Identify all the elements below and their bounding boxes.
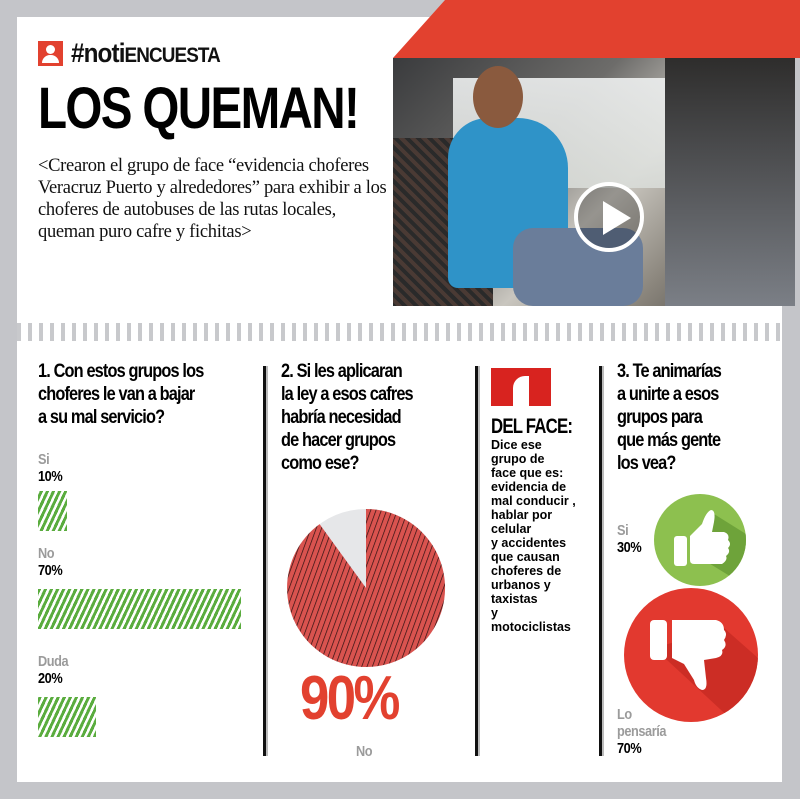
q1-line: a su mal servicio? xyxy=(38,407,165,428)
column-divider xyxy=(599,366,602,756)
big-percentage: 90% xyxy=(300,664,400,733)
answer-pct: 70% xyxy=(617,740,642,757)
q1-line: 1. Con estos grupos los xyxy=(38,361,204,382)
play-button-icon[interactable] xyxy=(574,182,644,252)
video-thumbnail[interactable] xyxy=(393,58,795,306)
answer-no: No 70% xyxy=(38,545,248,629)
hashtag-header: #notiENCUESTA xyxy=(38,38,236,69)
answer-lo-pensaria: Lo pensaría 70% xyxy=(617,706,675,757)
user-icon xyxy=(38,41,63,66)
answer-pct: 30% xyxy=(617,539,642,556)
column-divider xyxy=(475,366,478,756)
dashed-divider xyxy=(17,323,782,341)
q3-line: los vea? xyxy=(617,453,676,474)
thumbs-down-icon xyxy=(624,588,758,722)
bar-no xyxy=(38,589,241,629)
q3-line: que más gente xyxy=(617,430,721,451)
q3-line: 3. Te animarías xyxy=(617,361,722,382)
pie-label: No xyxy=(356,743,373,760)
answer-duda: Duda 20% xyxy=(38,653,248,737)
question-2: 2. Si les aplicaran la ley a esos cafres… xyxy=(281,360,461,475)
q2-line: de hacer grupos xyxy=(281,430,396,451)
hashtag: #notiENCUESTA xyxy=(71,38,221,69)
quote-icon xyxy=(491,368,551,406)
headline: LOS QUEMAN! xyxy=(38,76,360,141)
q2-line: 2. Si les aplicaran xyxy=(281,361,403,382)
q2-line: habría necesidad xyxy=(281,407,402,428)
answer-si-3: Si 30% xyxy=(617,522,646,556)
column-divider xyxy=(263,366,266,756)
answer-label: Lo xyxy=(617,706,632,723)
answer-pct: 10% xyxy=(38,468,63,485)
del-face-title: DEL FACE: xyxy=(491,415,573,438)
answer-label: Si xyxy=(617,522,629,539)
driver-head xyxy=(473,66,523,128)
answer-si: Si 10% xyxy=(38,451,248,531)
pie-chart xyxy=(286,508,446,668)
question-3: 3. Te animarías a unirte a esos grupos p… xyxy=(617,360,787,475)
question-2-title: 2. Si les aplicaran la ley a esos cafres… xyxy=(281,360,436,475)
red-banner xyxy=(393,0,800,58)
del-face-body: Dice ese grupo de face que es: evidencia… xyxy=(491,438,576,634)
hashtag-prefix: #noti xyxy=(71,38,125,68)
q2-line: la ley a esos cafres xyxy=(281,384,414,405)
answer-label: Si xyxy=(38,451,50,468)
answer-pct: 20% xyxy=(38,670,63,687)
lead-text: <Crearon el grupo de face “evidencia cho… xyxy=(38,156,387,242)
q1-line: choferes le van a bajar xyxy=(38,384,195,405)
bar-si xyxy=(38,491,67,531)
q3-line: grupos para xyxy=(617,407,703,428)
answer-label: Duda xyxy=(38,653,69,670)
bar-duda xyxy=(38,697,96,737)
q3-line: a unirte a esos xyxy=(617,384,719,405)
hashtag-suffix: ENCUESTA xyxy=(124,44,221,67)
question-1-title: 1. Con estos grupos los choferes le van … xyxy=(38,360,219,429)
answer-label: pensaría xyxy=(617,723,667,740)
q2-line: como ese? xyxy=(281,453,359,474)
answer-pct: 70% xyxy=(38,562,63,579)
del-face-box: DEL FACE: Dice ese grupo de face que es:… xyxy=(491,368,591,634)
bus-interior xyxy=(665,58,795,306)
question-3-title: 3. Te animarías a unirte a esos grupos p… xyxy=(617,360,763,475)
answer-label: No xyxy=(38,545,55,562)
question-1: 1. Con estos grupos los choferes le van … xyxy=(38,360,248,737)
thumbs-up-icon xyxy=(654,494,746,586)
